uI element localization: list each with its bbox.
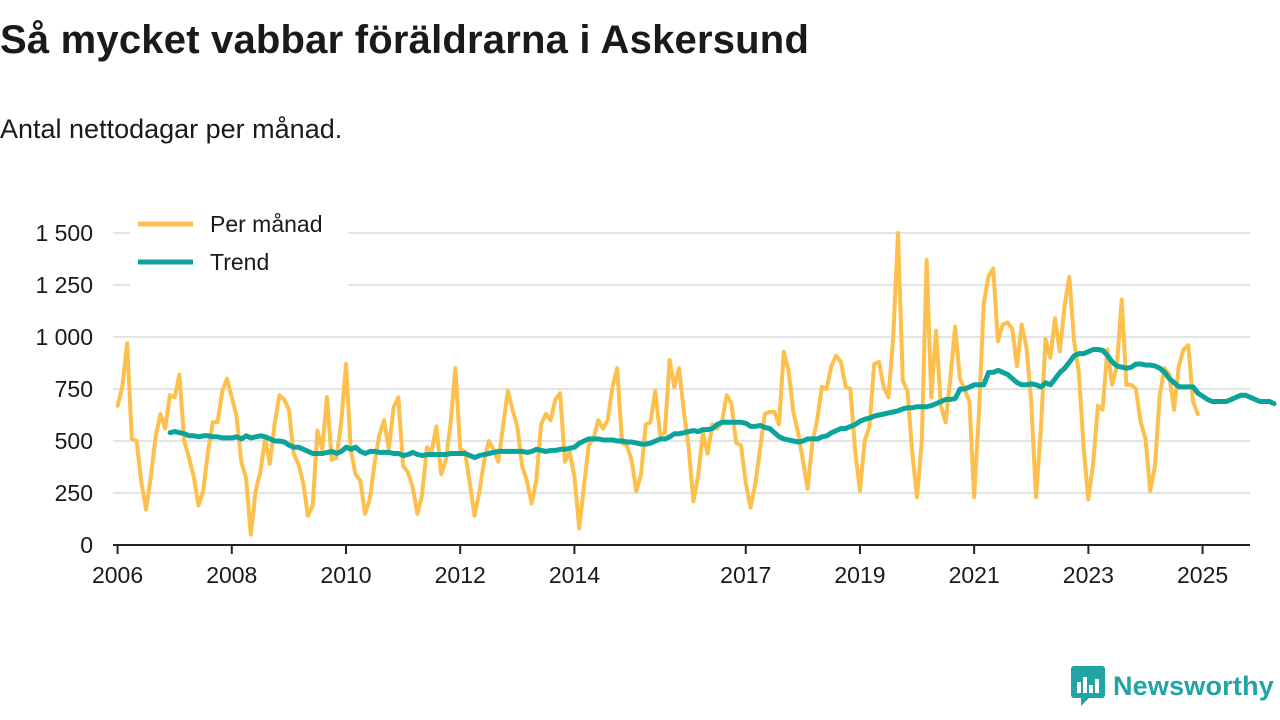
x-tick-label: 2012	[435, 562, 486, 588]
legend-background	[130, 205, 348, 287]
y-tick-label: 1 250	[35, 272, 93, 298]
x-tick-label: 2014	[549, 562, 600, 588]
chart-subtitle: Antal nettodagar per månad.	[0, 114, 343, 144]
x-tick-label: 2006	[92, 562, 143, 588]
y-tick-label: 750	[55, 376, 93, 402]
x-tick-label: 2017	[720, 562, 771, 588]
x-tick-label: 2008	[206, 562, 257, 588]
legend-label-trend: Trend	[210, 249, 269, 275]
chart-title: Så mycket vabbar föräldrarna i Askersund	[0, 18, 810, 62]
y-tick-label: 250	[55, 480, 93, 506]
y-tick-label: 500	[55, 428, 93, 454]
y-axis-ticks: 0 250 500 750 1 000 1 250 1 500	[35, 220, 93, 558]
newsworthy-logo-icon	[1070, 666, 1105, 706]
series-layer	[115, 231, 1277, 537]
newsworthy-brand: Newsworthy	[1070, 666, 1274, 706]
legend-label-monthly: Per månad	[210, 211, 323, 237]
x-axis: 2006 2008 2010 2012 2014 2017 2019 2021 2023 2025	[92, 544, 1250, 588]
legend: Per månad Trend	[130, 205, 348, 287]
newsworthy-wordmark: Newsworthy	[1112, 670, 1274, 701]
series-line-trend	[167, 347, 1277, 461]
y-tick-label: 1 000	[35, 324, 93, 350]
x-tick-label: 2023	[1063, 562, 1114, 588]
series-line-per-manad	[115, 231, 1200, 537]
y-tick-label: 0	[80, 532, 93, 558]
x-tick-label: 2021	[949, 562, 1000, 588]
x-tick-label: 2019	[834, 562, 885, 588]
x-tick-label: 2010	[320, 562, 371, 588]
y-tick-label: 1 500	[35, 220, 93, 246]
x-tick-label: 2025	[1177, 562, 1228, 588]
